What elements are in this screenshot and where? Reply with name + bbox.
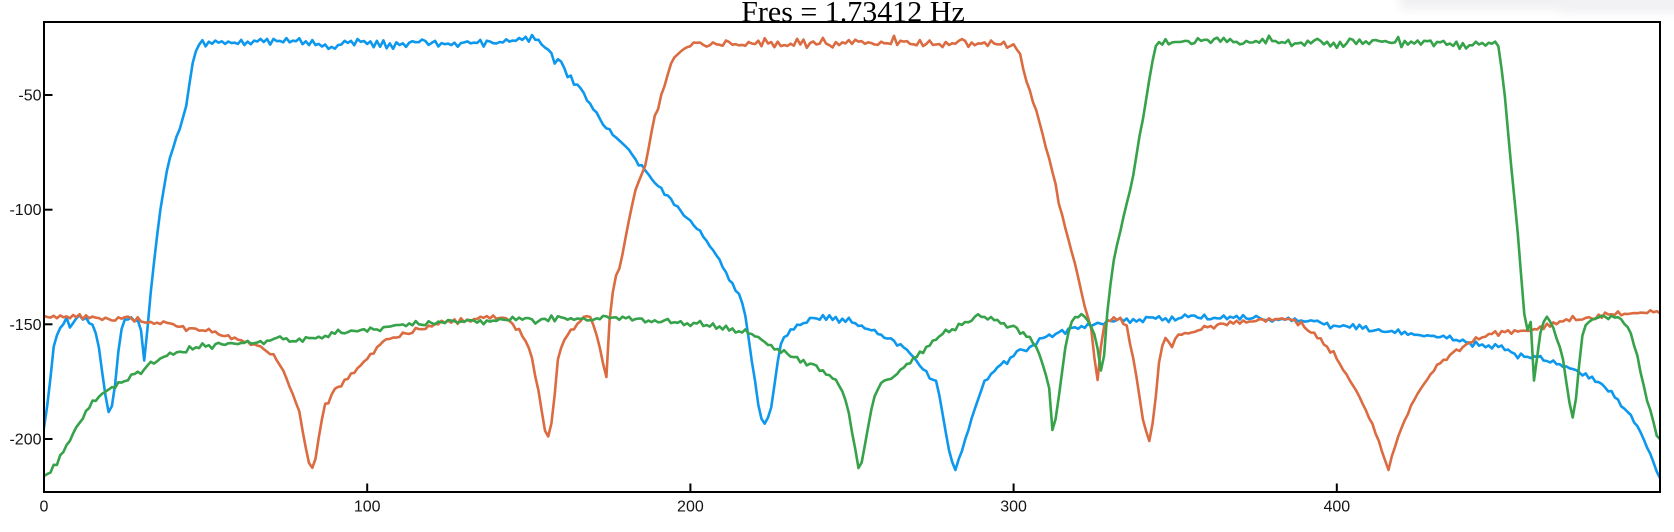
svg-text:-50: -50 bbox=[18, 88, 41, 105]
svg-text:-100: -100 bbox=[9, 202, 41, 219]
svg-text:Fres = 1.73412 Hz: Fres = 1.73412 Hz bbox=[741, 0, 965, 29]
svg-text:100: 100 bbox=[354, 499, 381, 516]
svg-text:0: 0 bbox=[40, 499, 49, 516]
svg-text:400: 400 bbox=[1323, 499, 1350, 516]
svg-text:300: 300 bbox=[1000, 499, 1027, 516]
svg-text:-150: -150 bbox=[9, 317, 41, 334]
svg-text:-200: -200 bbox=[9, 432, 41, 449]
svg-text:200: 200 bbox=[677, 499, 704, 516]
